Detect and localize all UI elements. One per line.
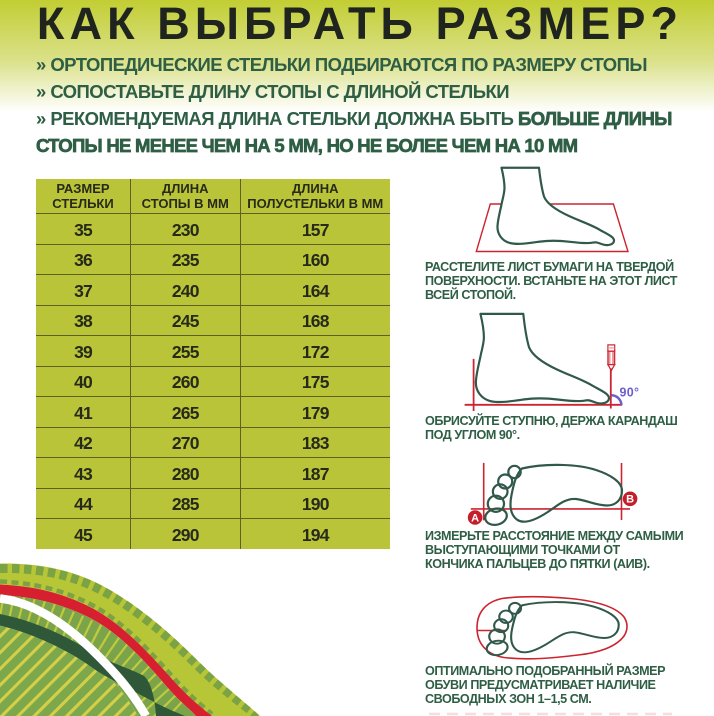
svg-text:90°: 90° — [620, 386, 640, 400]
svg-text:B: B — [626, 494, 634, 506]
svg-text:A: A — [471, 512, 479, 524]
